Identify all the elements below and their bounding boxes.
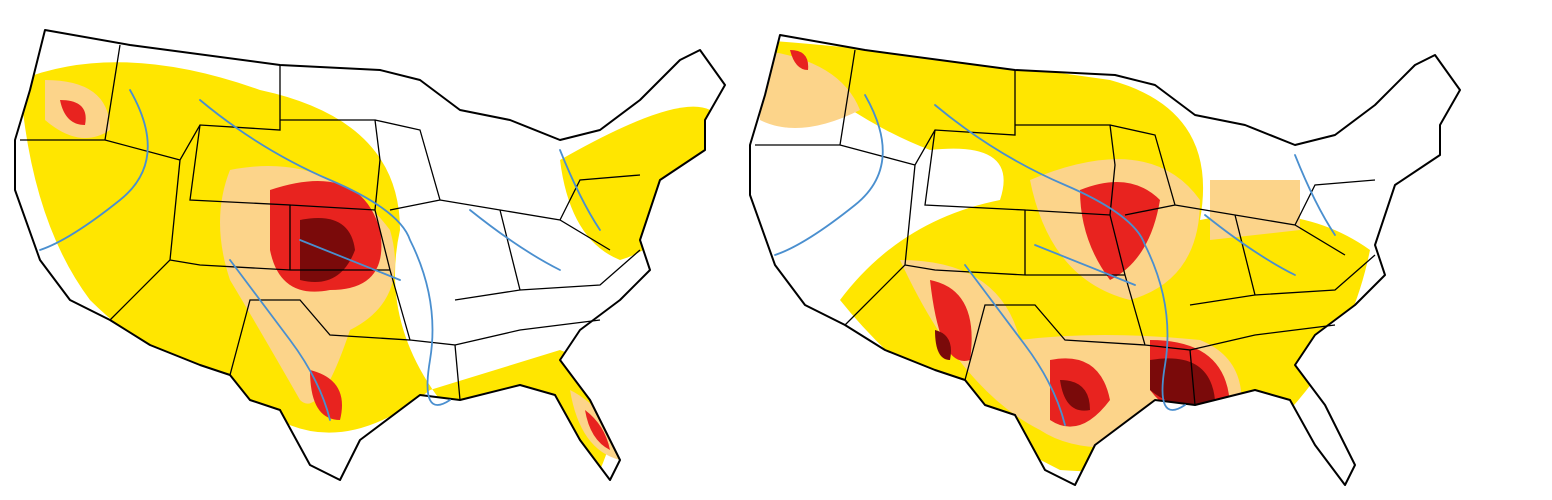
right-map-fill (750, 35, 1460, 485)
left-map-fill (15, 30, 725, 480)
